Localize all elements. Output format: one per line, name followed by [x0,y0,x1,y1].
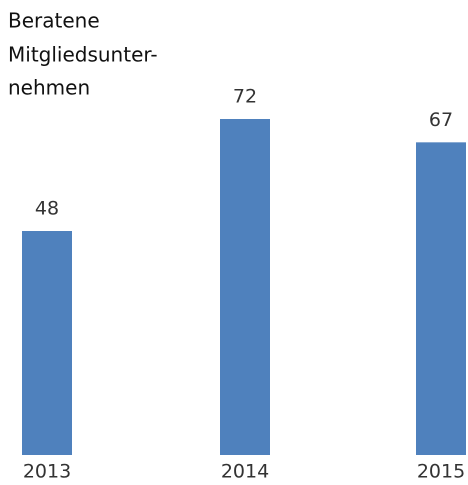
x-tick-label: 2015 [417,461,465,483]
x-tick-label: 2014 [221,461,269,483]
bar [416,142,466,456]
chart-title: Beratene [8,9,100,33]
x-tick-label: 2013 [23,461,71,483]
bar [22,231,72,455]
bar [220,119,270,455]
chart-title: nehmen [8,76,90,100]
chart-title: Mitgliedsunter- [8,43,158,67]
data-label: 67 [429,109,453,131]
data-label: 72 [233,86,257,108]
data-label: 48 [35,198,59,220]
